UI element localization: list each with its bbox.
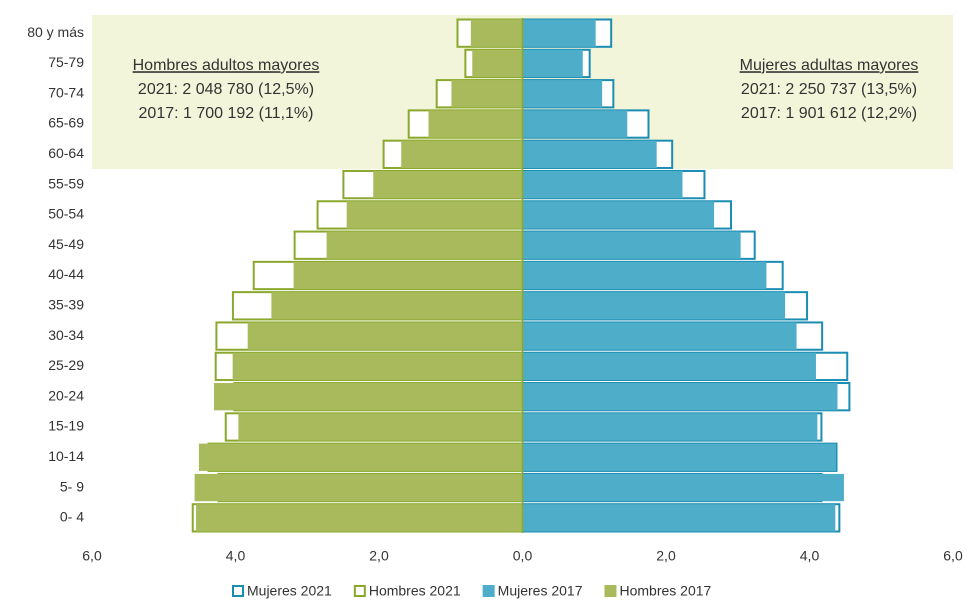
bar (522, 19, 596, 47)
x-tick-label: 4,0 (800, 548, 820, 564)
y-tick-label: 45-49 (48, 236, 84, 252)
legend-swatch (604, 585, 617, 597)
x-tick-label: 6,0 (943, 548, 963, 564)
legend-label: Mujeres 2017 (498, 583, 583, 599)
bar (522, 443, 837, 471)
y-tick-label: 70-74 (48, 84, 84, 100)
bar (522, 110, 628, 138)
bar (326, 231, 523, 259)
x-tick-label: 6,0 (82, 548, 102, 564)
bar (522, 473, 844, 502)
bar (522, 504, 836, 532)
bar (428, 110, 523, 138)
legend-swatch (232, 585, 244, 597)
bar (522, 383, 838, 411)
bar (194, 473, 523, 502)
bar (293, 261, 523, 290)
bar (522, 140, 657, 168)
x-tick-label: 4,0 (226, 548, 246, 564)
y-tick-label: 35-39 (48, 296, 84, 312)
bar (271, 292, 523, 320)
y-tick-label: 15-19 (48, 418, 84, 434)
y-tick-label: 65-69 (48, 115, 84, 131)
bar (522, 49, 583, 78)
bar (522, 80, 603, 108)
bar (522, 352, 816, 381)
bar (470, 19, 523, 47)
bar (238, 413, 523, 441)
annotation-line: 2021: 2 048 780 (12,5%) (138, 81, 314, 98)
bar (373, 170, 523, 199)
x-tick-label: 2,0 (656, 548, 676, 564)
y-tick-label: 75-79 (48, 54, 84, 70)
bar (522, 170, 683, 199)
y-tick-label: 5- 9 (60, 478, 84, 494)
x-tick-label: 0,0 (513, 548, 533, 564)
legend-swatch (353, 585, 366, 597)
annotation-line: 2017: 1 901 612 (12,2%) (741, 105, 917, 122)
bar (522, 231, 741, 259)
y-tick-label: 25-29 (48, 357, 84, 373)
x-tick-label: 2,0 (369, 548, 389, 564)
y-tick-label: 0- 4 (60, 509, 84, 525)
bar (401, 140, 523, 168)
y-tick-label: 10-14 (48, 448, 84, 464)
legend-label: Hombres 2017 (619, 583, 711, 599)
bar (346, 201, 523, 229)
annotation-title: Hombres adultos mayores (133, 57, 320, 74)
y-tick-label: 80 y más (27, 24, 84, 40)
bar (247, 322, 523, 350)
bar (213, 383, 523, 411)
y-tick-label: 20-24 (48, 387, 84, 403)
y-tick-label: 55-59 (48, 175, 84, 191)
annotation-line: 2017: 1 700 192 (11,1%) (139, 105, 314, 122)
y-tick-label: 30-34 (48, 327, 84, 343)
bar (451, 80, 523, 108)
legend-swatch (482, 585, 495, 597)
legend-label: Hombres 2021 (369, 583, 461, 599)
bar (522, 413, 818, 441)
y-tick-label: 50-54 (48, 206, 84, 222)
bar (472, 49, 523, 78)
y-tick-label: 40-44 (48, 266, 84, 282)
bar (522, 322, 797, 350)
bar (522, 201, 715, 229)
annotation-line: 2021: 2 250 737 (13,5%) (741, 81, 917, 98)
annotation-title: Mujeres adultas mayores (740, 57, 919, 74)
bar (196, 504, 523, 532)
bar (198, 443, 523, 471)
bar (522, 261, 767, 290)
bar (232, 352, 523, 381)
bar (522, 292, 786, 320)
y-tick-label: 60-64 (48, 145, 84, 161)
legend-label: Mujeres 2021 (247, 583, 332, 599)
